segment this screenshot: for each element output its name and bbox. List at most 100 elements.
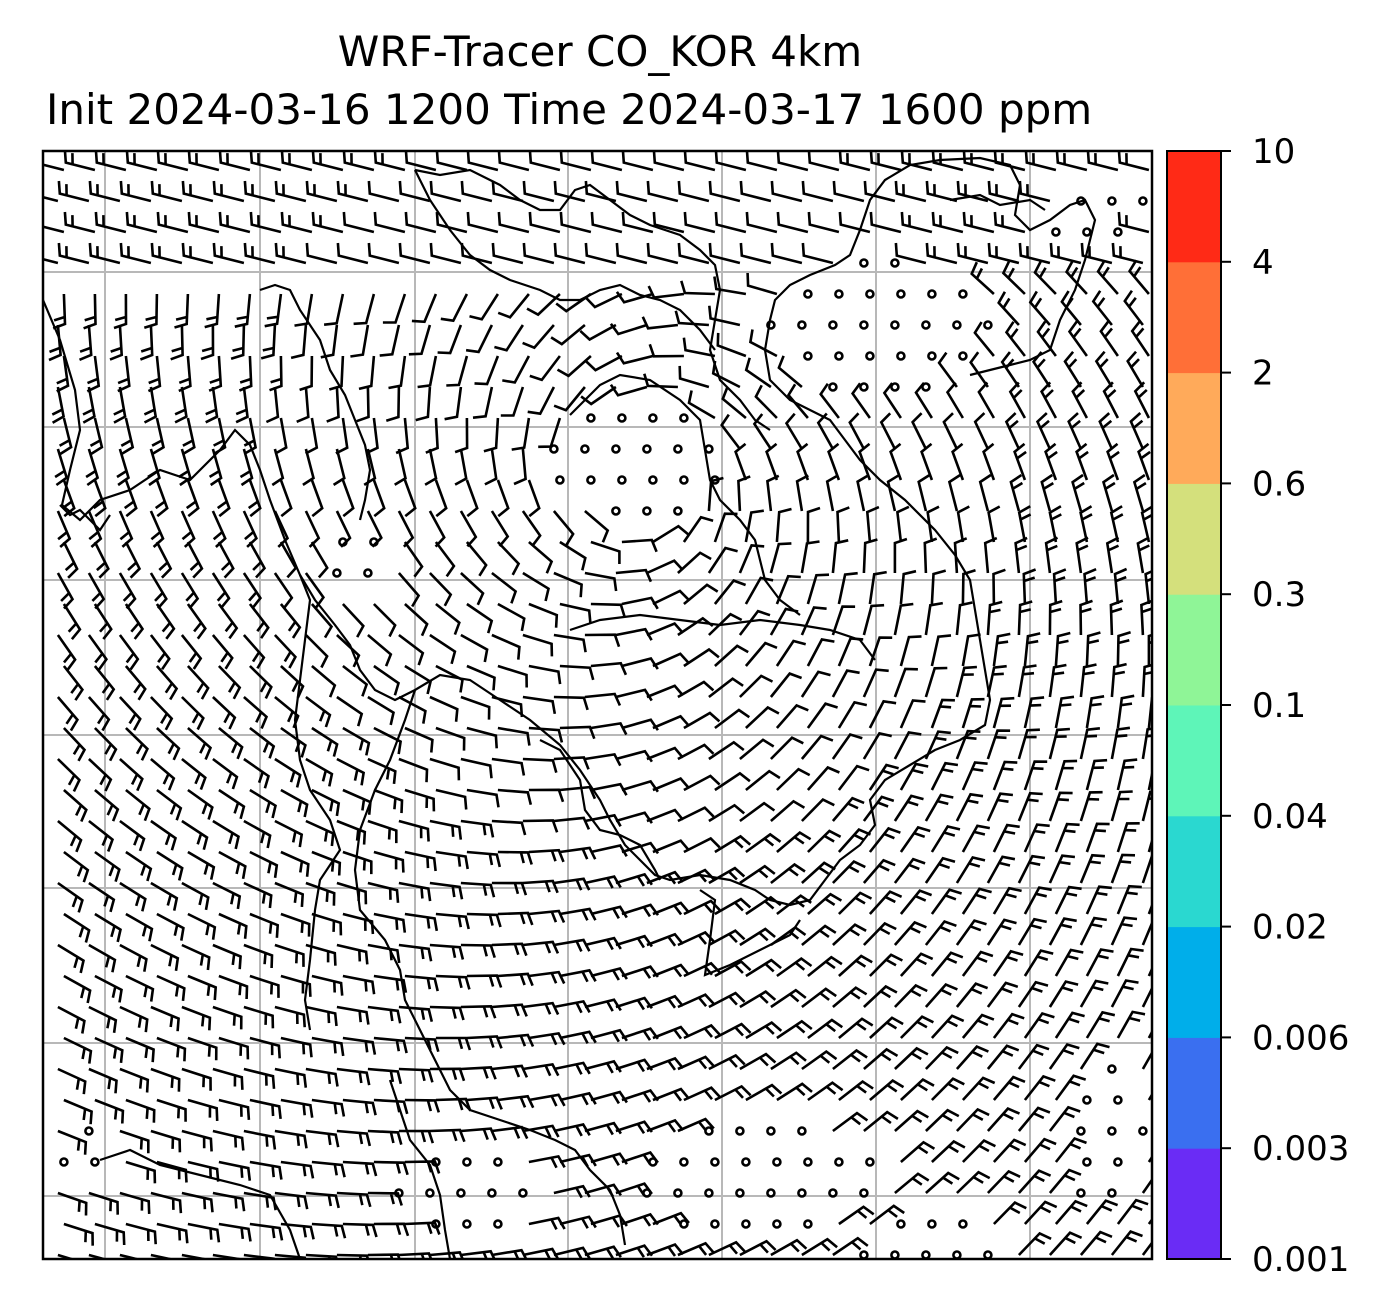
wind-barb [178,448,192,487]
wind-barb [652,524,689,544]
wind-barb [899,1015,934,1039]
wind-barb [491,180,524,203]
wind-barb [1017,980,1049,1008]
wind-barb [43,225,65,234]
wind-barb [242,572,263,609]
wind-barb [311,665,337,698]
wind-barb [930,888,962,915]
wind-barb [342,912,375,935]
wind-barb [88,758,113,792]
wind-barb [125,1036,155,1063]
colorbar-tick-label: 0.6 [1252,464,1306,504]
wind-barb [986,664,1007,698]
wind-barb [899,952,934,977]
wind-barb [1083,568,1097,605]
wind-barb [868,826,901,853]
wind-barb [460,943,496,958]
wind-barb [274,180,307,203]
wind-barb [411,293,438,324]
wind-barb [187,1036,218,1061]
wind-barb [373,151,406,172]
wind-barb [465,479,479,518]
wind-barb [739,1239,777,1257]
wind-barb [1004,412,1021,450]
wind-barb [62,603,82,641]
wind-barb [372,479,386,518]
wind-barb [553,877,591,891]
wind-barb [1141,790,1152,822]
wind-barb [609,323,648,336]
wind-barb [1075,536,1089,574]
wind-barb [336,242,369,265]
wind-barb [1075,442,1089,481]
wind-barb [150,819,178,851]
wind-barb [646,559,684,575]
wind-barb [765,442,779,481]
wind-barb [1105,536,1120,574]
wind-barb [150,881,179,911]
wind-barb [528,1154,566,1169]
wind-barb [358,355,376,391]
wind-barb [398,757,429,783]
wind-barb [973,412,990,450]
wind-barb [1085,822,1110,853]
wind-barb [1096,259,1119,295]
wind-barb [94,1036,124,1064]
wind-barb [584,633,621,648]
wind-barb [428,572,453,607]
wind-barb [832,180,865,203]
calm-wind-circle [704,1126,714,1136]
wind-barb [646,1118,685,1133]
wind-barb [305,695,332,728]
wind-barb [205,386,219,424]
colorbar-tick-label: 0.1 [1252,686,1306,726]
wind-barb [466,602,494,634]
wind-barb [87,634,109,671]
wind-barb [454,448,468,486]
wind-barb [987,505,1001,543]
wind-barb [652,151,685,172]
wind-barb [937,351,958,388]
wind-barb [556,355,592,378]
wind-barb [522,324,555,350]
wind-barb [1071,473,1085,512]
wind-barb [713,276,747,296]
wind-barb [1017,664,1037,698]
wind-barb [708,677,744,699]
calm-wind-circle [617,413,627,423]
wind-barb [94,850,121,882]
calm-wind-circle [555,475,565,485]
colorbar-segment [1167,261,1221,374]
wind-barb [323,293,345,326]
wind-barb [1044,536,1059,574]
wind-barb [187,1222,221,1243]
wind-barb [249,211,282,234]
wind-barb [900,151,933,172]
wind-barb [708,866,746,885]
wind-barb [559,968,597,983]
wind-barb [708,1240,746,1257]
wind-barb [1085,885,1112,915]
wind-barb [124,541,142,579]
wind-barb [1111,242,1144,265]
wind-barb [1116,758,1138,791]
wind-barb [211,634,234,670]
wind-barb [590,211,623,234]
calm-wind-circle [896,351,906,361]
wind-barb [1130,320,1150,357]
wind-barb [529,355,561,382]
wind-barb [769,607,799,636]
wind-barb [1054,948,1084,977]
calm-wind-circle [772,1219,782,1229]
wind-barb [1060,290,1082,326]
wind-barb [677,551,712,574]
wind-barb [367,1005,402,1024]
wind-barb [992,1201,1027,1225]
wind-barb [274,242,307,265]
wind-barb [294,293,314,327]
wind-barb [580,385,617,406]
wind-barb [924,1045,959,1070]
wind-barb [924,601,944,636]
wind-barb [336,180,369,203]
wind-barb [615,1120,653,1135]
